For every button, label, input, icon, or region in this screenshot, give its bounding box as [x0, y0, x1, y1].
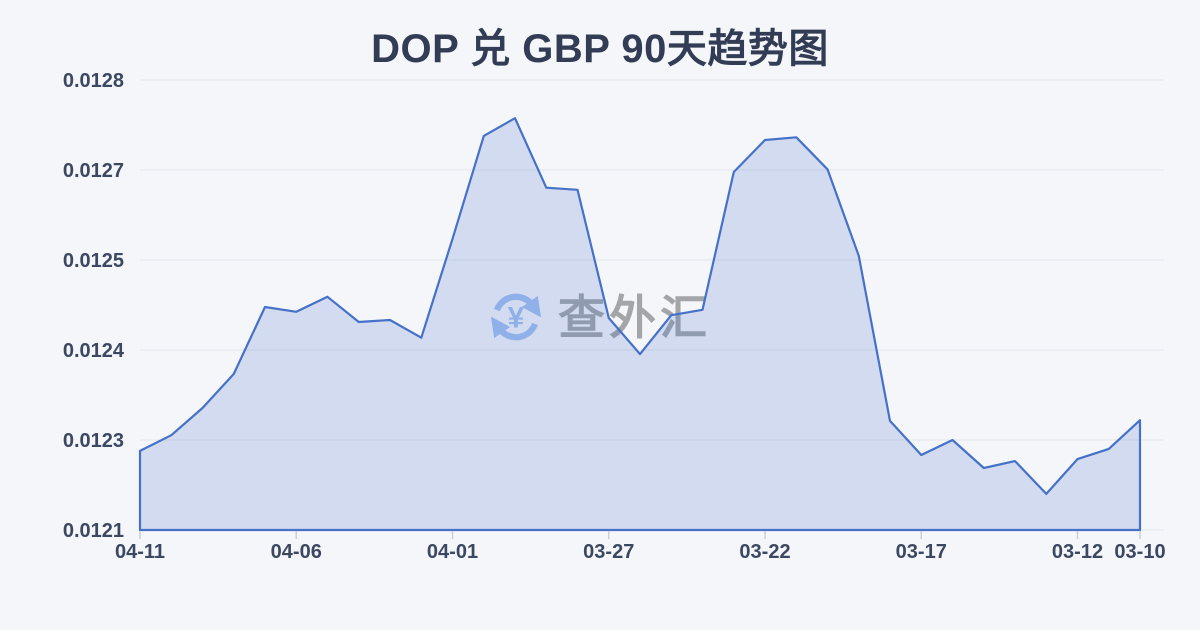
yen-symbol: ¥ — [508, 302, 525, 335]
chart-title: DOP 兑 GBP 90天趋势图 — [371, 27, 829, 71]
currency-exchange-refresh-icon: ¥ — [490, 293, 542, 341]
x-axis-label: 04-06 — [271, 541, 322, 563]
refresh-arrow-bottom — [490, 316, 538, 341]
x-axis-label: 03-17 — [896, 541, 947, 563]
y-axis-label: 0.0128 — [63, 70, 124, 92]
x-axis-label: 04-01 — [427, 541, 478, 563]
area-series — [138, 117, 1142, 532]
x-axis-label: 03-27 — [583, 541, 634, 563]
y-axis-label: 0.0125 — [63, 250, 124, 272]
x-axis-label: 03-22 — [739, 541, 790, 563]
x-axis-label: 04-11 — [115, 541, 165, 563]
x-axis-labels: 04-11 04-06 04-01 03-27 03-22 03-17 03-12 03-10 — [115, 541, 1166, 563]
y-axis-labels: 0.0128 0.0127 0.0125 0.0124 0.0123 0.0121 — [63, 70, 125, 542]
y-axis-label: 0.0123 — [63, 430, 124, 452]
x-axis-label: 03-12 — [1052, 541, 1103, 563]
watermark-text: 查外汇 — [558, 290, 711, 344]
x-axis-label: 03-10 — [1114, 541, 1165, 563]
y-axis-label: 0.0124 — [63, 340, 125, 362]
y-axis-label: 0.0127 — [63, 160, 124, 182]
y-axis-label: 0.0121 — [63, 520, 124, 542]
refresh-arrow-top — [494, 293, 542, 318]
watermark: ¥ 查外汇 — [487, 288, 711, 346]
x-axis-ticks — [139, 531, 1141, 539]
